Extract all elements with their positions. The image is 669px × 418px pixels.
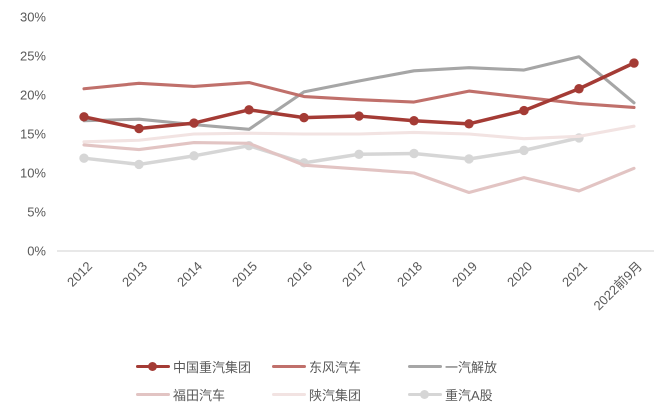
legend-label: 中国重汽集团 xyxy=(173,359,252,375)
legend-item: 福田汽车 xyxy=(136,385,272,404)
y-tick-label: 30% xyxy=(20,10,46,25)
legend-swatch-line-icon xyxy=(136,361,170,371)
series-line xyxy=(82,80,636,110)
data-point-marker xyxy=(79,112,89,122)
data-point-marker xyxy=(574,84,584,94)
data-point-marker xyxy=(299,112,309,123)
data-point-marker xyxy=(464,154,474,164)
legend-item: 中国重汽集团 xyxy=(136,357,272,376)
legend-item: 一汽解放 xyxy=(408,357,548,376)
x-tick-label: 2016 xyxy=(284,259,315,290)
y-tick-label: 10% xyxy=(20,166,46,181)
series-line xyxy=(82,141,636,195)
y-axis-labels: 0% 5% 10% 15% 20% 25% 30% xyxy=(20,10,46,259)
plot-area: 0%5%10%15%20%25%30%2012 2013 2014 2015 2016 2… xyxy=(20,10,654,314)
legend-label: 东风汽车 xyxy=(309,359,362,375)
series-line xyxy=(82,55,636,131)
chart-legend: 中国重汽集团 东风汽车 一汽解放福田汽车 陕汽集团 重汽A股 xyxy=(136,352,548,408)
legend-label: 一汽解放 xyxy=(445,359,498,375)
data-point-marker xyxy=(409,116,419,126)
series-marked-line xyxy=(79,58,639,134)
legend-label: 重汽A股 xyxy=(445,387,493,403)
y-tick-label: 15% xyxy=(20,127,46,142)
data-point-marker xyxy=(409,148,419,159)
data-point-marker xyxy=(354,111,364,121)
x-tick-label: 2022前9月 xyxy=(591,259,646,314)
data-point-marker xyxy=(519,105,529,116)
data-point-marker xyxy=(79,153,89,163)
x-tick-label: 2015 xyxy=(229,259,260,290)
data-point-marker xyxy=(354,149,364,159)
data-point-marker xyxy=(519,145,529,156)
series-line xyxy=(82,124,636,144)
legend-swatch-line-icon xyxy=(136,389,170,399)
data-point-marker xyxy=(189,151,199,161)
legend-marker-dot-icon xyxy=(148,361,157,371)
x-tick-label: 2014 xyxy=(174,259,205,290)
y-tick-label: 0% xyxy=(27,244,46,259)
data-point-marker xyxy=(464,119,474,129)
x-tick-label: 2019 xyxy=(449,259,480,290)
data-point-marker xyxy=(134,123,144,134)
legend-label: 陕汽集团 xyxy=(309,387,362,403)
x-tick-label: 2013 xyxy=(119,259,150,290)
legend-label: 福田汽车 xyxy=(173,387,226,403)
x-tick-label: 2020 xyxy=(504,259,535,290)
legend-marker-dot-icon xyxy=(420,389,429,399)
series-line xyxy=(82,55,636,131)
data-point-marker xyxy=(629,58,639,68)
series-line xyxy=(82,136,581,167)
x-tick-label: 2021 xyxy=(559,259,590,290)
legend-item: 重汽A股 xyxy=(408,385,548,404)
legend-swatch-line-icon xyxy=(272,361,306,371)
legend-item: 东风汽车 xyxy=(272,357,408,376)
x-tick-label: 2018 xyxy=(394,259,425,290)
x-axis-labels: 2012 2013 2014 2015 2016 2017 2018 2019 2020 2021… xyxy=(64,259,645,314)
y-tick-label: 20% xyxy=(20,88,46,103)
y-tick-label: 25% xyxy=(20,49,46,64)
series-line xyxy=(82,124,636,144)
legend-swatch-line-icon xyxy=(272,389,306,399)
legend-item: 陕汽集团 xyxy=(272,385,408,404)
legend-swatch-line-icon xyxy=(408,361,442,371)
x-tick-label: 2012 xyxy=(64,259,95,290)
data-point-marker xyxy=(134,159,144,170)
series-line xyxy=(82,80,636,110)
data-point-marker xyxy=(244,105,254,115)
series-line xyxy=(82,141,636,195)
legend-swatch-line-icon xyxy=(408,389,442,399)
y-tick-label: 5% xyxy=(27,205,46,220)
x-tick-label: 2017 xyxy=(339,259,370,290)
data-point-marker xyxy=(189,118,199,128)
